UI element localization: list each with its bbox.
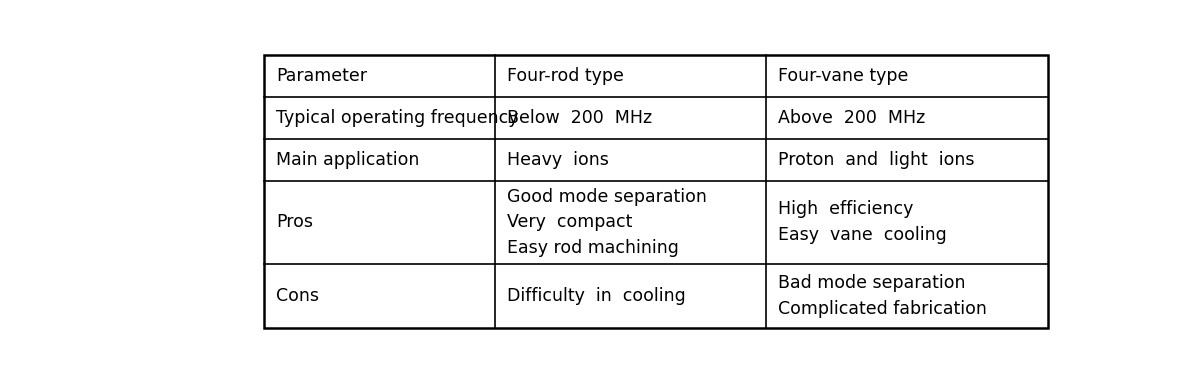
Text: Good mode separation
Very  compact
Easy rod machining: Good mode separation Very compact Easy r…: [507, 188, 707, 257]
Text: Four-vane type: Four-vane type: [778, 67, 908, 85]
Text: Cons: Cons: [276, 287, 319, 305]
Text: Typical operating frequency: Typical operating frequency: [276, 109, 519, 127]
Text: Bad mode separation
Complicated fabrication: Bad mode separation Complicated fabricat…: [778, 274, 987, 318]
Text: Main application: Main application: [276, 151, 419, 169]
Text: Parameter: Parameter: [276, 67, 367, 85]
Text: Below  200  MHz: Below 200 MHz: [507, 109, 652, 127]
Text: Four-rod type: Four-rod type: [507, 67, 624, 85]
Text: Difficulty  in  cooling: Difficulty in cooling: [507, 287, 685, 305]
Bar: [264, 55, 1048, 328]
Text: High  efficiency
Easy  vane  cooling: High efficiency Easy vane cooling: [778, 201, 946, 244]
Text: Proton  and  light  ions: Proton and light ions: [778, 151, 975, 169]
Text: Above  200  MHz: Above 200 MHz: [778, 109, 925, 127]
Text: Heavy  ions: Heavy ions: [507, 151, 609, 169]
Text: Pros: Pros: [276, 213, 313, 231]
